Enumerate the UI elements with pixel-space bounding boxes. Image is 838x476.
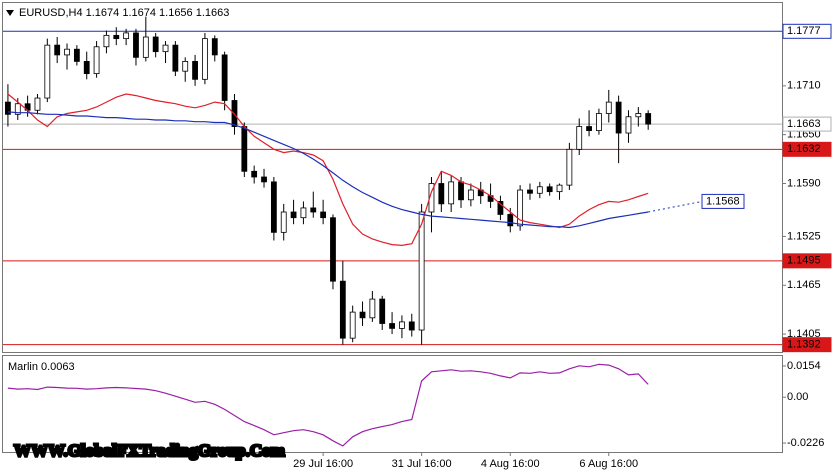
indicator-frame [2,355,783,453]
menu-triangle [6,10,14,16]
candle-body [615,101,622,134]
candle-body [605,101,612,114]
candle-body [310,207,317,213]
candle-body [320,211,327,219]
price-label-box [782,116,832,132]
candle-body [330,217,336,282]
candle-body [556,184,563,193]
x-tick-label: 6 Aug 16:00 [579,458,638,470]
level-label-box [782,253,832,269]
indicator-tick-label: -0.0226 [787,437,824,449]
projection-box [701,193,745,209]
chart-title: EURUSD,H4 1.1674 1.1674 1.1656 1.1663 [19,7,229,19]
candle-body [546,186,553,193]
candle-body [300,207,307,219]
candle-body [586,126,592,132]
candle-body [596,113,602,132]
candle-body [576,126,583,150]
candle-body [527,189,533,194]
indicator-tick-label: 0.0154 [787,360,821,372]
level-label-box [782,337,832,353]
y-tick-label: 1.1710 [787,80,821,92]
level-label: 1.1495 [787,255,821,267]
candle-body [34,97,41,111]
candle-body [221,54,228,101]
candle-body [536,186,543,194]
candle-body [202,38,208,80]
candle-body [399,321,405,329]
candle-body [192,61,198,80]
candle-body [133,32,139,58]
level-label-box [782,23,832,39]
x-tick-label: 29 Jul 16:00 [293,458,353,470]
candle-body [142,36,149,58]
candle-body [280,211,287,233]
candle-body [507,214,514,227]
candle-body [418,211,425,331]
main-frame [2,2,783,353]
candle-body [83,61,90,75]
candle-body [458,181,464,201]
level-label: 1.1392 [787,339,821,351]
candle-body [73,48,80,62]
candle-body [251,170,258,178]
x-tick-label: 31 Jul 16:00 [392,458,452,470]
candle-body [123,32,130,40]
candle-body [379,298,386,324]
candle-body [64,48,70,56]
y-tick-label: 1.1525 [787,230,821,242]
candle-body [152,36,159,53]
moving-average [7,93,649,247]
candle-body [339,280,346,339]
candle-body [566,148,573,186]
candle-body [635,113,642,118]
candle-body [359,311,366,319]
candle-body [44,44,51,99]
candle-body [517,189,524,227]
y-tick-label: 1.1590 [787,177,821,189]
projection-label: 1.1568 [706,195,740,207]
candle-body [428,183,435,213]
level-label: 1.1632 [787,143,821,155]
candle-body [467,189,474,201]
indicator-label: Marlin 0.0063 [8,361,75,373]
candle-body [103,34,110,48]
candle-body [14,103,21,115]
moving-average [7,111,649,229]
candle-body [54,44,61,56]
candle-body [172,44,179,72]
candle-body [645,113,652,125]
candle-body [211,38,218,56]
candle-body [93,46,100,75]
candle-body [369,298,376,319]
candle-body [349,311,356,339]
candle-body [113,34,120,40]
candle-body [182,61,189,72]
y-tick-label: 1.1465 [787,279,821,291]
x-tick-label: 4 Aug 16:00 [481,458,540,470]
candle-body [625,116,632,134]
candle-body [448,181,455,205]
candle-body [5,101,11,115]
candle-body [497,201,504,215]
candle-body [438,183,445,205]
projection-line [648,200,703,213]
price-label: 1.1663 [787,118,821,130]
candle-body [241,126,248,172]
level-label-box [782,141,832,157]
candle-body [162,44,169,53]
level-label: 1.1777 [787,25,821,37]
candle-body [261,176,267,183]
candle-body [270,181,277,233]
y-tick-label: 1.1405 [787,328,821,340]
indicator-tick-label: 0.00 [787,391,808,403]
candle-body [290,211,297,219]
candle-body [408,321,415,331]
indicator-line [7,363,649,447]
candle-body [389,323,395,329]
watermark: WWW.GlobalFXTradingGroup.Com [14,441,285,460]
